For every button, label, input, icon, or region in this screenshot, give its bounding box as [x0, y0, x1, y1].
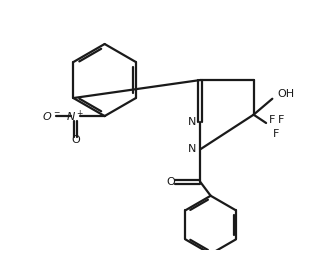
- Text: F: F: [269, 115, 275, 125]
- Text: N: N: [188, 144, 196, 154]
- Text: O: O: [167, 177, 176, 187]
- Text: O: O: [71, 135, 80, 145]
- Text: $O^-$: $O^-$: [42, 110, 60, 122]
- Text: F: F: [273, 129, 280, 139]
- Text: $N^+$: $N^+$: [66, 109, 85, 124]
- Text: N: N: [188, 117, 196, 127]
- Text: F: F: [278, 115, 284, 125]
- Text: OH: OH: [278, 89, 295, 99]
